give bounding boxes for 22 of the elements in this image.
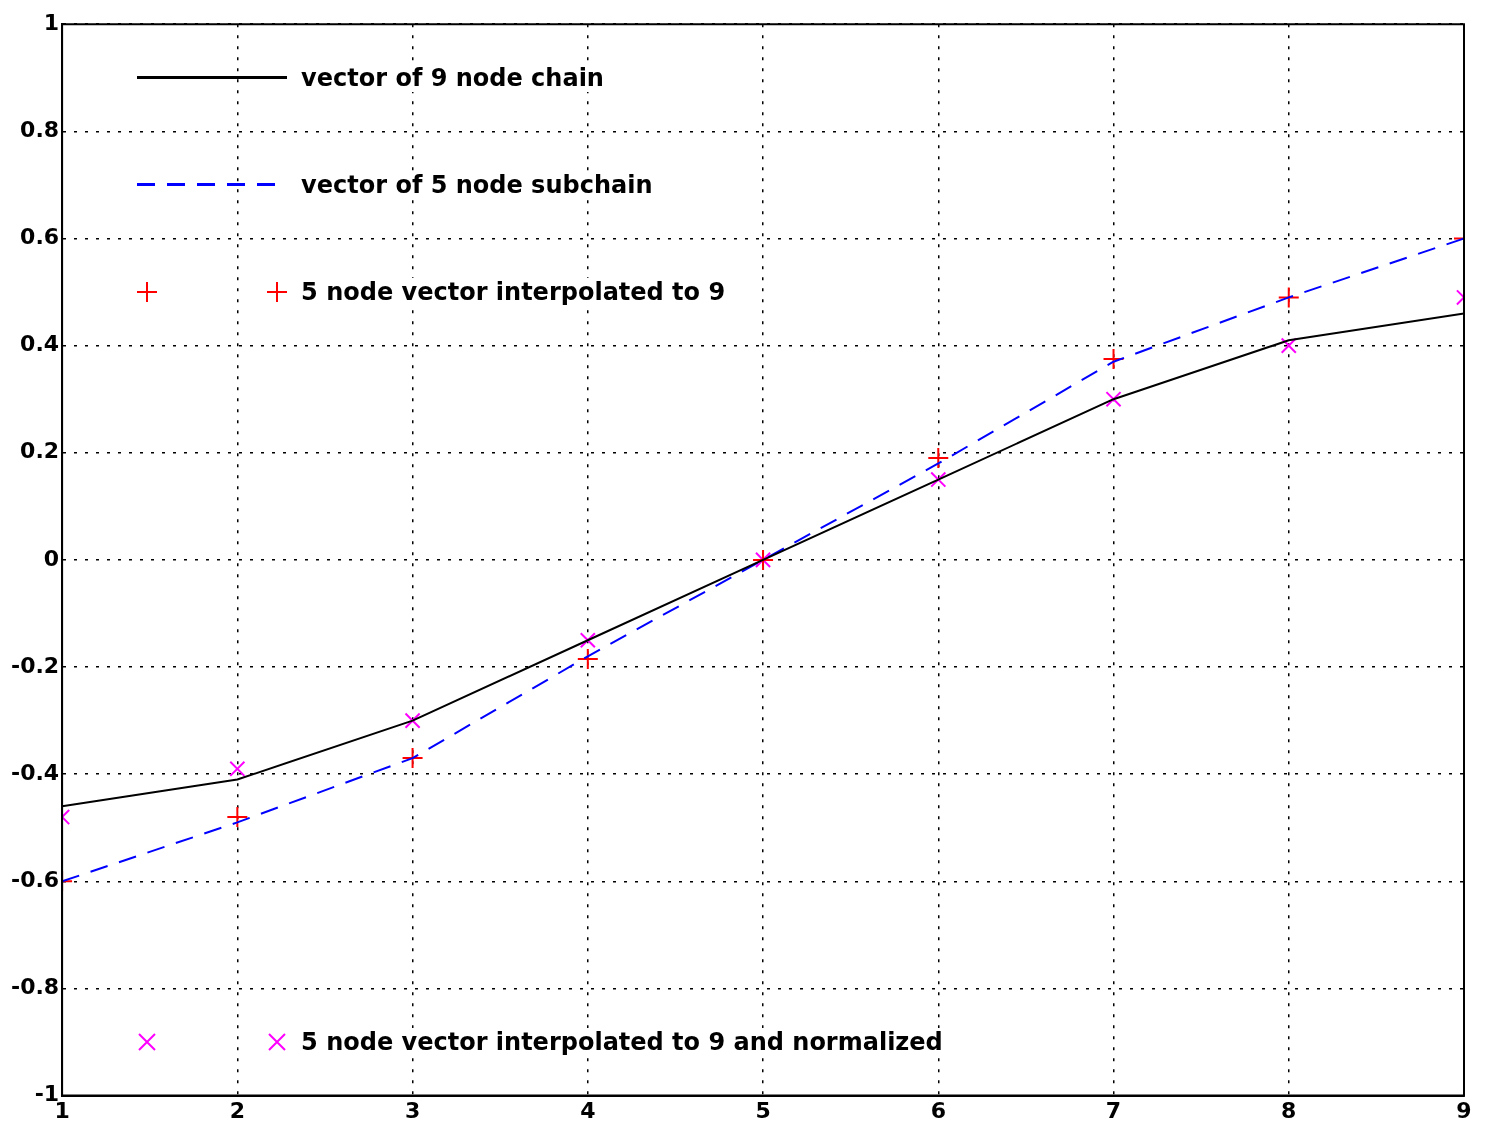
y-tick-label: -0.2 bbox=[10, 652, 60, 678]
y-tick-label: -0.4 bbox=[10, 759, 60, 785]
y-tick-label: 0.6 bbox=[20, 224, 60, 250]
legend-label: vector of 5 node subchain bbox=[297, 170, 657, 199]
legend-label: vector of 9 node chain bbox=[297, 63, 608, 92]
x-tick-label: 8 bbox=[1281, 1097, 1297, 1123]
x-tick-label: 3 bbox=[404, 1097, 421, 1123]
y-tick-label: 0 bbox=[43, 545, 60, 571]
y-tick-label: 0.2 bbox=[20, 438, 60, 464]
x-tick-label: 5 bbox=[755, 1097, 771, 1123]
y-tick-label: -0.8 bbox=[10, 974, 60, 1000]
y-tick-label: 1 bbox=[43, 9, 60, 35]
x-tick-label: 4 bbox=[580, 1097, 596, 1123]
y-tick-label: 0.4 bbox=[20, 331, 60, 357]
y-tick-label: 0.8 bbox=[20, 117, 60, 143]
x-tick-label: 6 bbox=[930, 1097, 946, 1123]
legend-label: 5 node vector interpolated to 9 bbox=[297, 278, 730, 307]
legend-label: 5 node vector interpolated to 9 and normalized bbox=[297, 1028, 947, 1057]
x-tick-label: 2 bbox=[229, 1097, 245, 1123]
x-tick-label: 9 bbox=[1456, 1097, 1472, 1123]
x-tick-label: 7 bbox=[1105, 1097, 1122, 1123]
y-tick-label: -0.6 bbox=[10, 867, 60, 893]
